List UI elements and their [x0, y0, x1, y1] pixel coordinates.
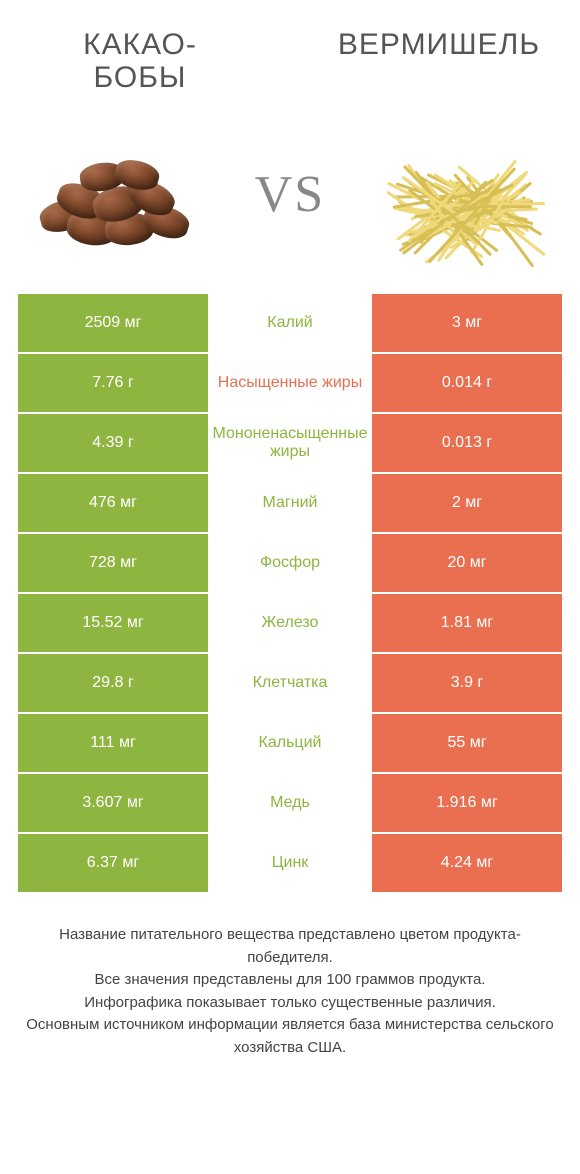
left-value: 728 мг [18, 534, 208, 592]
right-value: 0.014 г [372, 354, 562, 412]
left-value: 476 мг [18, 474, 208, 532]
right-title: ВЕРМИШЕЛЬ [300, 28, 540, 61]
right-value: 20 мг [372, 534, 562, 592]
nutrient-label: Фосфор [208, 534, 372, 592]
nutrient-label: Кальций [208, 714, 372, 772]
table-row: 3.607 мгМедь1.916 мг [18, 774, 562, 832]
footer-line: Все значения представлены для 100 граммо… [18, 969, 562, 992]
image-row: VS [0, 104, 580, 294]
nutrient-label: Клетчатка [208, 654, 372, 712]
table-row: 476 мгМагний2 мг [18, 474, 562, 532]
nutrient-label: Цинк [208, 834, 372, 892]
nutrient-label: Мононенасыщенные жиры [208, 414, 372, 472]
footer-line: Инфографика показывает только существенн… [18, 992, 562, 1015]
table-row: 4.39 гМононенасыщенные жиры0.013 г [18, 414, 562, 472]
footer-line: Основным источником информации является … [18, 1014, 562, 1059]
left-value: 6.37 мг [18, 834, 208, 892]
left-title: КАКАО-БОБЫ [40, 28, 240, 94]
header: КАКАО-БОБЫ ВЕРМИШЕЛЬ [0, 0, 580, 104]
right-value: 1.916 мг [372, 774, 562, 832]
table-row: 2509 мгКалий3 мг [18, 294, 562, 352]
nutrient-label: Калий [208, 294, 372, 352]
cocoa-beans-image [30, 124, 200, 264]
left-value: 4.39 г [18, 414, 208, 472]
left-value: 111 мг [18, 714, 208, 772]
table-row: 6.37 мгЦинк4.24 мг [18, 834, 562, 892]
left-value: 7.76 г [18, 354, 208, 412]
footer-notes: Название питательного вещества представл… [0, 894, 580, 1059]
vs-label: VS [255, 165, 325, 224]
right-value: 3.9 г [372, 654, 562, 712]
right-value: 2 мг [372, 474, 562, 532]
table-row: 7.76 гНасыщенные жиры0.014 г [18, 354, 562, 412]
table-row: 15.52 мгЖелезо1.81 мг [18, 594, 562, 652]
nutrient-label: Железо [208, 594, 372, 652]
vermicelli-image [380, 124, 550, 264]
left-value: 29.8 г [18, 654, 208, 712]
left-value: 3.607 мг [18, 774, 208, 832]
right-value: 3 мг [372, 294, 562, 352]
footer-line: Название питательного вещества представл… [18, 924, 562, 969]
right-value: 1.81 мг [372, 594, 562, 652]
right-value: 55 мг [372, 714, 562, 772]
right-value: 0.013 г [372, 414, 562, 472]
table-row: 29.8 гКлетчатка3.9 г [18, 654, 562, 712]
nutrient-label: Медь [208, 774, 372, 832]
left-value: 15.52 мг [18, 594, 208, 652]
table-row: 728 мгФосфор20 мг [18, 534, 562, 592]
right-value: 4.24 мг [372, 834, 562, 892]
table-row: 111 мгКальций55 мг [18, 714, 562, 772]
comparison-table: 2509 мгКалий3 мг7.76 гНасыщенные жиры0.0… [0, 294, 580, 892]
nutrient-label: Магний [208, 474, 372, 532]
left-value: 2509 мг [18, 294, 208, 352]
nutrient-label: Насыщенные жиры [208, 354, 372, 412]
